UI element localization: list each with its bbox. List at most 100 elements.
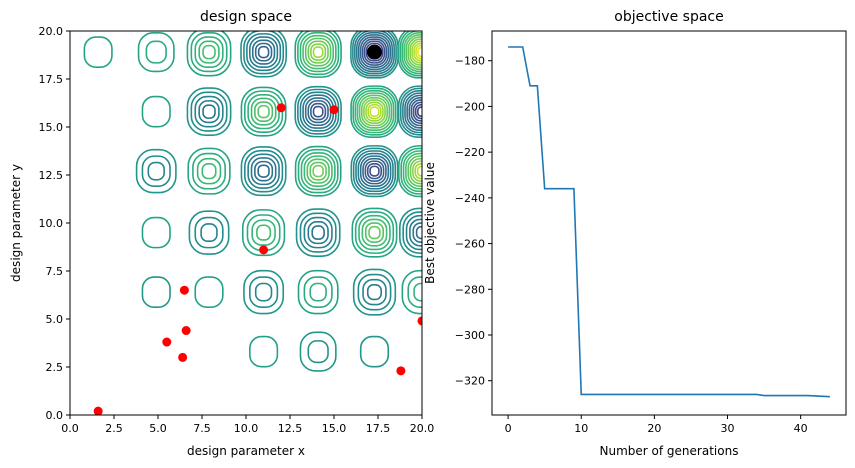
x-tick-label-7: 17.5	[366, 422, 391, 435]
contour-ring-1-1	[145, 40, 167, 64]
contour-ring-4-6	[310, 43, 327, 61]
sample-point-4	[181, 326, 191, 336]
contour-ring-2-1	[190, 32, 228, 73]
sample-point-6	[276, 103, 286, 113]
contour-ring-29-1	[357, 273, 392, 311]
x-tick-label-0: 0.0	[61, 422, 79, 435]
contour-ring-27-1	[249, 276, 279, 308]
contour-ring-20-1	[194, 216, 224, 249]
y-tick-label-7: 17.5	[39, 73, 64, 86]
contour-ring-18-8	[416, 165, 422, 177]
objective-space-y-label: Best objective value	[423, 162, 437, 284]
contour-ring-9-3	[250, 97, 277, 126]
contour-ring-20-0	[188, 210, 230, 255]
contour-ring-22-0	[295, 208, 341, 257]
contour-ring-22-2	[303, 216, 333, 249]
objective-space-axes-frame	[491, 30, 847, 416]
contour-ring-12-5	[408, 96, 422, 127]
contour-ring-21-3	[256, 224, 272, 241]
contour-lines	[83, 31, 422, 372]
design-space-x-ticks: 0.0 2.5 5.0 7.5 10.0 12.5 15.0 17.5 20.0	[61, 415, 434, 435]
contour-ring-10-7	[312, 105, 324, 118]
contour-ring-22-4	[311, 225, 325, 240]
y-tick-label-8: 20.0	[39, 25, 64, 38]
x-tick-label-2: 5.0	[149, 422, 167, 435]
contour-ring-18-2	[402, 150, 422, 193]
y-tick-label-2: 5.0	[46, 313, 64, 326]
contour-ring-18-3	[405, 152, 422, 190]
contour-ring-3-2	[246, 33, 282, 72]
contour-ring-12-3	[404, 92, 422, 131]
contour-ring-17-3	[357, 152, 392, 190]
contour-ring-3-5	[254, 42, 273, 62]
contour-ring-4-0	[294, 31, 342, 78]
sample-point-9	[417, 316, 422, 326]
obj-tick-label-3: −240	[455, 192, 485, 205]
contour-ring-8-1	[190, 91, 228, 132]
contour-ring-11-1	[352, 87, 397, 136]
contour-ring-10-1	[297, 88, 340, 135]
contour-ring-28-1	[303, 276, 333, 308]
y-tick-label-3: 7.5	[46, 265, 64, 278]
contour-ring-31-0	[249, 335, 279, 368]
objective-space-x-label: Number of generations	[600, 444, 739, 458]
contour-ring-12-1	[399, 87, 422, 136]
contour-ring-21-0	[241, 209, 286, 257]
contour-ring-30-2	[413, 282, 422, 302]
contour-ring-23-5	[368, 225, 381, 240]
contour-ring-29-0	[352, 268, 397, 316]
contour-ring-1-0	[137, 32, 175, 73]
design-space-title: design space	[200, 9, 292, 25]
contour-ring-8-0	[186, 87, 232, 137]
gen-tick-label-2: 20	[647, 422, 661, 435]
contour-ring-2-3	[198, 40, 220, 64]
contour-ring-11-7	[365, 101, 384, 122]
contour-ring-22-3	[307, 221, 329, 245]
gen-tick-label-0: 0	[505, 422, 512, 435]
sample-point-1	[162, 337, 172, 347]
contour-ring-15-1	[243, 149, 284, 193]
contour-ring-9-2	[247, 93, 280, 130]
contour-ring-12-9	[417, 106, 422, 117]
contour-ring-17-0	[350, 145, 399, 198]
obj-tick-label-7: −320	[455, 375, 485, 388]
objective-line	[508, 46, 830, 398]
objective-space-y-ticks: −180 −200 −220 −240 −260 −280 −300 −320	[455, 55, 492, 388]
contour-ring-15-0	[240, 146, 287, 197]
contour-ring-23-4	[364, 222, 385, 243]
sample-point-3	[179, 285, 189, 295]
contour-ring-4-7	[312, 46, 324, 58]
obj-tick-label-1: −200	[455, 100, 485, 113]
contour-ring-5-8	[365, 42, 384, 62]
contour-ring-17-4	[359, 155, 390, 187]
contour-ring-28-2	[309, 282, 327, 302]
contour-ring-6-2	[401, 31, 422, 75]
contour-ring-11-8	[367, 103, 382, 120]
x-tick-label-5: 12.5	[278, 422, 303, 435]
contour-ring-27-2	[254, 282, 273, 302]
sample-point-5	[259, 245, 269, 255]
y-tick-label-4: 10.0	[39, 217, 64, 230]
contour-ring-15-3	[250, 157, 277, 186]
design-space-x-label: design parameter x	[187, 444, 305, 458]
contour-ring-12-4	[406, 94, 422, 129]
contour-ring-11-4	[358, 94, 391, 129]
sample-point-7	[329, 105, 339, 115]
design-space-y-ticks: 0.0 2.5 5.0 7.5 10.0 12.5 15.0 17.5 20.0	[39, 25, 70, 422]
contour-ring-16-3	[303, 155, 333, 187]
obj-tick-label-6: −300	[455, 329, 485, 342]
y-tick-label-5: 12.5	[39, 169, 64, 182]
contour-ring-11-5	[360, 96, 388, 127]
best-point	[366, 44, 382, 60]
obj-tick-label-0: −180	[455, 55, 485, 68]
obj-tick-label-4: −260	[455, 238, 485, 251]
gen-tick-label-1: 10	[574, 422, 588, 435]
contour-ring-23-0	[351, 207, 398, 258]
contour-ring-24-2	[405, 214, 422, 251]
contour-ring-14-0	[187, 147, 231, 195]
contour-ring-13-2	[147, 161, 165, 181]
contour-ring-15-4	[254, 160, 274, 182]
contour-ring-16-5	[309, 161, 327, 181]
contour-ring-19-0	[141, 216, 171, 249]
contour-ring-30-1	[407, 276, 422, 308]
